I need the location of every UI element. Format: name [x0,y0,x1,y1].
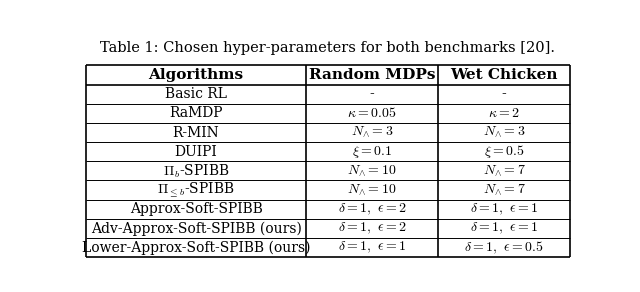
Text: $N_{\wedge} = 10$: $N_{\wedge} = 10$ [348,163,397,179]
Text: $N_{\wedge} = 7$: $N_{\wedge} = 7$ [483,163,525,179]
Text: $N_{\wedge} = 3$: $N_{\wedge} = 3$ [483,125,525,140]
Text: RaMDP: RaMDP [170,106,223,120]
Text: $\xi = 0.5$: $\xi = 0.5$ [484,143,524,160]
Text: $\xi = 0.1$: $\xi = 0.1$ [352,144,392,160]
Text: Lower-Approx-Soft-SPIBB (ours): Lower-Approx-Soft-SPIBB (ours) [82,240,310,255]
Text: $\it{\Pi}_{b}$-SPIBB: $\it{\Pi}_{b}$-SPIBB [163,162,229,180]
Text: Algorithms: Algorithms [148,68,244,82]
Text: $N_{\wedge} = 3$: $N_{\wedge} = 3$ [351,125,394,140]
Text: $\delta = 1,\ \epsilon = 1$: $\delta = 1,\ \epsilon = 1$ [470,201,538,217]
Text: Table 1: Chosen hyper-parameters for both benchmarks [20].: Table 1: Chosen hyper-parameters for bot… [100,41,556,55]
Text: $\delta = 1,\ \epsilon = 2$: $\delta = 1,\ \epsilon = 2$ [338,221,406,236]
Text: $N_{\wedge} = 7$: $N_{\wedge} = 7$ [483,182,525,198]
Text: DUIPI: DUIPI [175,145,218,159]
Text: $\kappa = 0.05$: $\kappa = 0.05$ [348,106,397,120]
Text: -: - [370,87,374,101]
Text: $N_{\wedge} = 10$: $N_{\wedge} = 10$ [348,182,397,198]
Text: Wet Chicken: Wet Chicken [450,68,557,82]
Text: Random MDPs: Random MDPs [309,68,435,82]
Text: Approx-Soft-SPIBB: Approx-Soft-SPIBB [130,202,262,216]
Text: $\delta = 1,\ \epsilon = 0.5$: $\delta = 1,\ \epsilon = 0.5$ [464,239,544,256]
Text: Adv-Approx-Soft-SPIBB (ours): Adv-Approx-Soft-SPIBB (ours) [91,221,301,236]
Text: $\kappa = 2$: $\kappa = 2$ [488,106,520,120]
Text: Basic RL: Basic RL [165,87,227,101]
Text: $\it{\Pi}_{\leq b}$-SPIBB: $\it{\Pi}_{\leq b}$-SPIBB [157,180,235,200]
Text: $\delta = 1,\ \epsilon = 1$: $\delta = 1,\ \epsilon = 1$ [470,221,538,236]
Text: -: - [502,87,506,101]
Text: $\delta = 1,\ \epsilon = 1$: $\delta = 1,\ \epsilon = 1$ [338,240,406,255]
Text: R-MIN: R-MIN [173,126,220,140]
Text: $\delta = 1,\ \epsilon = 2$: $\delta = 1,\ \epsilon = 2$ [338,201,406,217]
